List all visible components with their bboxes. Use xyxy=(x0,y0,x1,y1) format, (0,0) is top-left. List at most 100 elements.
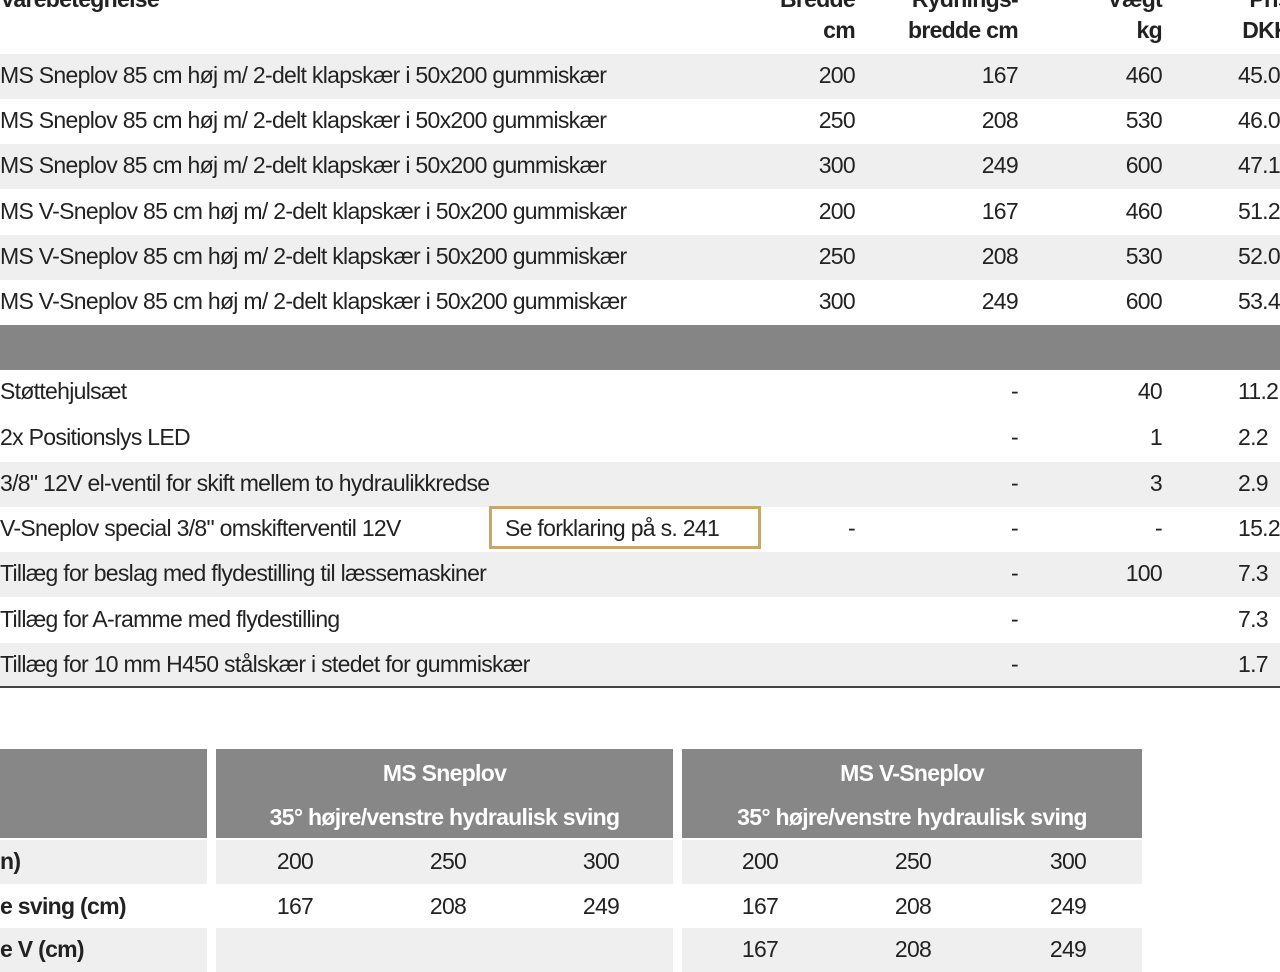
product-name: MS V-Sneplov 85 cm høj m/ 2-delt klapskæ… xyxy=(0,288,627,314)
reference-note-box xyxy=(489,506,761,549)
spec-value: 167 xyxy=(741,936,779,962)
spec-value: 167 xyxy=(276,893,314,919)
cell-clearing: - xyxy=(1011,470,1019,496)
cell-width: 300 xyxy=(818,288,856,314)
cell-clearing: - xyxy=(1011,378,1019,404)
cell-price: 45.0 xyxy=(1238,62,1280,88)
spec-value: 208 xyxy=(894,936,932,962)
table-row xyxy=(0,462,1280,507)
product-name: 2x Positionslys LED xyxy=(0,424,191,450)
product-name: MS Sneplov 85 cm høj m/ 2-delt klapskær … xyxy=(0,152,607,178)
spec-row-label: e V (cm) xyxy=(0,936,85,962)
spec-group-subtitle: 35° højre/venstre hydraulisk sving xyxy=(269,804,620,830)
spec-value: 167 xyxy=(741,893,779,919)
spec-value: 208 xyxy=(894,893,932,919)
cell-price: 47.1 xyxy=(1238,152,1280,178)
cell-clearing: - xyxy=(1011,515,1019,541)
spec-label-cell xyxy=(0,885,207,929)
product-name: MS V-Sneplov 85 cm høj m/ 2-delt klapskæ… xyxy=(0,243,627,269)
product-name: MS Sneplov 85 cm høj m/ 2-delt klapskær … xyxy=(0,62,607,88)
table-row xyxy=(0,552,1280,597)
spec-header-blank xyxy=(0,749,207,838)
product-name: Tillæg for beslag med flydestilling til … xyxy=(0,560,487,586)
table-row xyxy=(0,643,1280,688)
cell-weight: 100 xyxy=(1125,560,1163,586)
spec-value: 300 xyxy=(582,848,620,874)
cell-price: 2.2 xyxy=(1238,424,1269,450)
header-clearing-line1: Rydnings- xyxy=(912,0,1019,11)
spec-value: 250 xyxy=(429,848,467,874)
cell-weight: 460 xyxy=(1125,62,1163,88)
spec-value: 200 xyxy=(276,848,314,874)
cell-price: 2.9 xyxy=(1238,470,1269,496)
cell-clearing: 167 xyxy=(981,198,1019,224)
cell-price: 53.4 xyxy=(1238,288,1280,314)
table-row xyxy=(0,54,1280,99)
header-name: Varebetegnelse xyxy=(0,0,160,11)
table-bottom-rule xyxy=(0,686,1280,688)
cell-price: 1.7 xyxy=(1238,651,1269,677)
cell-price: 52.0 xyxy=(1238,243,1280,269)
cell-clearing: 208 xyxy=(981,243,1019,269)
spec-value: 249 xyxy=(1049,893,1087,919)
cell-price: 51.2 xyxy=(1238,198,1280,224)
cell-weight: 600 xyxy=(1125,288,1163,314)
cell-weight: 40 xyxy=(1137,378,1163,404)
spec-value: 249 xyxy=(1049,936,1087,962)
spec-value: 300 xyxy=(1049,848,1087,874)
cell-width: - xyxy=(848,515,856,541)
spec-value: 200 xyxy=(741,848,779,874)
spec-group-header xyxy=(216,749,673,838)
cell-weight: 3 xyxy=(1149,470,1163,496)
cell-weight: 1 xyxy=(1149,424,1163,450)
cell-width: 200 xyxy=(818,62,856,88)
spec-group-header xyxy=(682,749,1142,838)
product-name: Tillæg for 10 mm H450 stålskær i stedet … xyxy=(0,651,530,677)
product-name: MS V-Sneplov 85 cm høj m/ 2-delt klapskæ… xyxy=(0,198,627,224)
header-price-line2: DKK xyxy=(1242,17,1280,43)
header-clearing-line2: bredde cm xyxy=(907,17,1019,43)
spec-group-title: MS V-Sneplov xyxy=(840,760,984,786)
cell-clearing: - xyxy=(1011,560,1019,586)
cell-width: 250 xyxy=(818,243,856,269)
cell-clearing: 249 xyxy=(981,152,1019,178)
spec-ms-cell xyxy=(216,840,673,884)
spec-v-cell xyxy=(682,840,1142,884)
spec-ms-cell xyxy=(216,928,673,972)
product-name: Tillæg for A-ramme med flydestilling xyxy=(0,606,340,632)
cell-clearing: 167 xyxy=(981,62,1019,88)
cell-clearing: - xyxy=(1011,424,1019,450)
cell-clearing: 249 xyxy=(981,288,1019,314)
product-name: MS Sneplov 85 cm høj m/ 2-delt klapskær … xyxy=(0,107,607,133)
spec-row-label: e sving (cm) xyxy=(0,893,127,919)
header-price-line1: Pris xyxy=(1249,0,1280,11)
cell-weight: 530 xyxy=(1125,107,1163,133)
header-width-line1: Bredde xyxy=(780,0,856,11)
cell-clearing: - xyxy=(1011,606,1019,632)
spec-value: 208 xyxy=(429,893,467,919)
product-name: V-Sneplov special 3/8" omskifterventil 1… xyxy=(0,515,401,541)
table-row xyxy=(0,370,1280,415)
table-row xyxy=(0,416,1280,461)
cell-price: 7.3 xyxy=(1238,560,1269,586)
table-row xyxy=(0,144,1280,189)
spec-row-label: n) xyxy=(0,848,21,874)
cell-width: 250 xyxy=(818,107,856,133)
spec-group-subtitle: 35° højre/venstre hydraulisk sving xyxy=(737,804,1087,830)
spec-value: 250 xyxy=(894,848,932,874)
product-name: Støttehjulsæt xyxy=(0,378,127,404)
cell-price: 15.2 xyxy=(1238,515,1280,541)
spec-label-cell xyxy=(0,840,207,884)
cell-price: 7.3 xyxy=(1238,606,1269,632)
cell-clearing: 208 xyxy=(981,107,1019,133)
spec-v-cell xyxy=(682,885,1142,929)
product-name: 3/8" 12V el-ventil for skift mellem to h… xyxy=(0,470,490,496)
reference-note-text: Se forklaring på s. 241 xyxy=(505,515,720,541)
spec-group-title: MS Sneplov xyxy=(382,760,507,786)
cell-price: 11.2 xyxy=(1238,378,1279,404)
cell-weight: - xyxy=(1155,515,1163,541)
spec-ms-cell xyxy=(216,885,673,929)
cell-price: 46.0 xyxy=(1238,107,1280,133)
header-weight-line2: kg xyxy=(1136,17,1163,43)
section-divider-band xyxy=(0,325,1280,370)
